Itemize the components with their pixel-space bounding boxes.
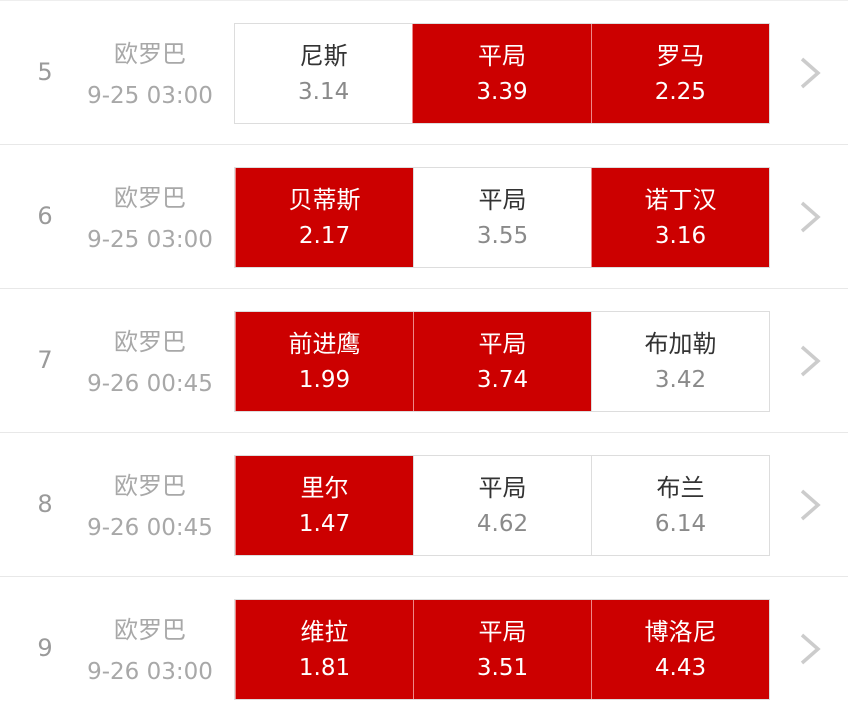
option-name: 平局 (478, 329, 527, 358)
option-name: 平局 (478, 617, 527, 646)
chevron-right-icon[interactable] (792, 341, 828, 381)
match-row: 6 欧罗巴 9-25 03:00 贝蒂斯 2.17 平局 3.55 诺丁汉 3.16 (0, 144, 848, 288)
chevron-right-icon[interactable] (792, 53, 828, 93)
odds-group: 前进鹰 1.99 平局 3.74 布加勒 3.42 (234, 311, 770, 412)
odds-option-away[interactable]: 布加勒 3.42 (591, 312, 769, 411)
option-name: 里尔 (300, 473, 349, 502)
option-name: 诺丁汉 (644, 185, 717, 214)
odds-option-away[interactable]: 诺丁汉 3.16 (591, 168, 769, 267)
match-index: 8 (37, 490, 53, 518)
option-odds: 1.81 (298, 654, 351, 681)
odds-option-draw[interactable]: 平局 3.55 (413, 168, 591, 267)
league-name: 欧罗巴 (114, 472, 186, 500)
option-name: 维拉 (300, 617, 349, 646)
odds-option-away[interactable]: 罗马 2.25 (590, 24, 769, 123)
chevron-right-icon[interactable] (792, 629, 828, 669)
chevron-right-icon[interactable] (792, 197, 828, 237)
match-time: 9-25 03:00 (87, 227, 213, 253)
match-index: 5 (37, 58, 53, 86)
option-odds: 3.74 (476, 366, 529, 393)
option-name: 平局 (478, 473, 527, 502)
option-odds: 4.43 (654, 654, 707, 681)
match-row: 7 欧罗巴 9-26 00:45 前进鹰 1.99 平局 3.74 布加勒 3.42 (0, 288, 848, 432)
league-name: 欧罗巴 (114, 40, 186, 68)
match-time: 9-26 00:45 (87, 371, 213, 397)
league-name: 欧罗巴 (114, 616, 186, 644)
odds-group: 尼斯 3.14 平局 3.39 罗马 2.25 (234, 23, 770, 124)
option-name: 布加勒 (644, 329, 717, 358)
option-odds: 2.17 (298, 222, 351, 249)
option-odds: 3.16 (654, 222, 707, 249)
odds-option-home[interactable]: 贝蒂斯 2.17 (235, 168, 413, 267)
option-odds: 3.55 (476, 222, 529, 249)
option-name: 平局 (477, 41, 526, 70)
option-name: 布兰 (656, 473, 705, 502)
match-meta: 欧罗巴 9-26 03:00 (80, 611, 220, 689)
odds-option-away[interactable]: 博洛尼 4.43 (591, 600, 769, 699)
match-row: 5 欧罗巴 9-25 03:00 尼斯 3.14 平局 3.39 罗马 2.25 (0, 0, 848, 144)
option-name: 平局 (478, 185, 527, 214)
option-odds: 3.39 (476, 78, 528, 105)
odds-option-draw[interactable]: 平局 3.39 (412, 24, 591, 123)
option-odds: 1.47 (298, 510, 351, 537)
chevron-right-icon[interactable] (792, 485, 828, 525)
odds-option-home[interactable]: 前进鹰 1.99 (235, 312, 413, 411)
match-meta: 欧罗巴 9-25 03:00 (80, 35, 220, 113)
match-time: 9-25 03:00 (87, 83, 213, 109)
option-odds: 2.25 (654, 78, 706, 105)
match-index: 7 (37, 346, 53, 374)
odds-group: 维拉 1.81 平局 3.51 博洛尼 4.43 (234, 599, 770, 700)
option-name: 博洛尼 (644, 617, 717, 646)
option-odds: 1.99 (298, 366, 351, 393)
option-name: 贝蒂斯 (288, 185, 361, 214)
odds-option-draw[interactable]: 平局 4.62 (413, 456, 591, 555)
match-index: 9 (37, 634, 53, 662)
odds-option-home[interactable]: 维拉 1.81 (235, 600, 413, 699)
option-name: 前进鹰 (288, 329, 361, 358)
option-odds: 3.51 (476, 654, 529, 681)
league-name: 欧罗巴 (114, 184, 186, 212)
match-meta: 欧罗巴 9-26 00:45 (80, 467, 220, 545)
odds-option-draw[interactable]: 平局 3.74 (413, 312, 591, 411)
odds-option-draw[interactable]: 平局 3.51 (413, 600, 591, 699)
odds-option-home[interactable]: 里尔 1.47 (235, 456, 413, 555)
odds-option-home[interactable]: 尼斯 3.14 (235, 24, 413, 123)
odds-group: 里尔 1.47 平局 4.62 布兰 6.14 (234, 455, 770, 556)
option-name: 尼斯 (299, 41, 348, 70)
match-time: 9-26 03:00 (87, 659, 213, 685)
match-meta: 欧罗巴 9-26 00:45 (80, 323, 220, 401)
match-meta: 欧罗巴 9-25 03:00 (80, 179, 220, 257)
match-time: 9-26 00:45 (87, 515, 213, 541)
odds-option-away[interactable]: 布兰 6.14 (591, 456, 769, 555)
match-index: 6 (37, 202, 53, 230)
league-name: 欧罗巴 (114, 328, 186, 356)
option-odds: 3.14 (298, 78, 350, 105)
match-row: 8 欧罗巴 9-26 00:45 里尔 1.47 平局 4.62 布兰 6.14 (0, 432, 848, 576)
option-odds: 3.42 (654, 366, 707, 393)
match-row: 9 欧罗巴 9-26 03:00 维拉 1.81 平局 3.51 博洛尼 4.43 (0, 576, 848, 720)
option-odds: 4.62 (476, 510, 529, 537)
option-name: 罗马 (656, 41, 705, 70)
odds-group: 贝蒂斯 2.17 平局 3.55 诺丁汉 3.16 (234, 167, 770, 268)
option-odds: 6.14 (654, 510, 707, 537)
